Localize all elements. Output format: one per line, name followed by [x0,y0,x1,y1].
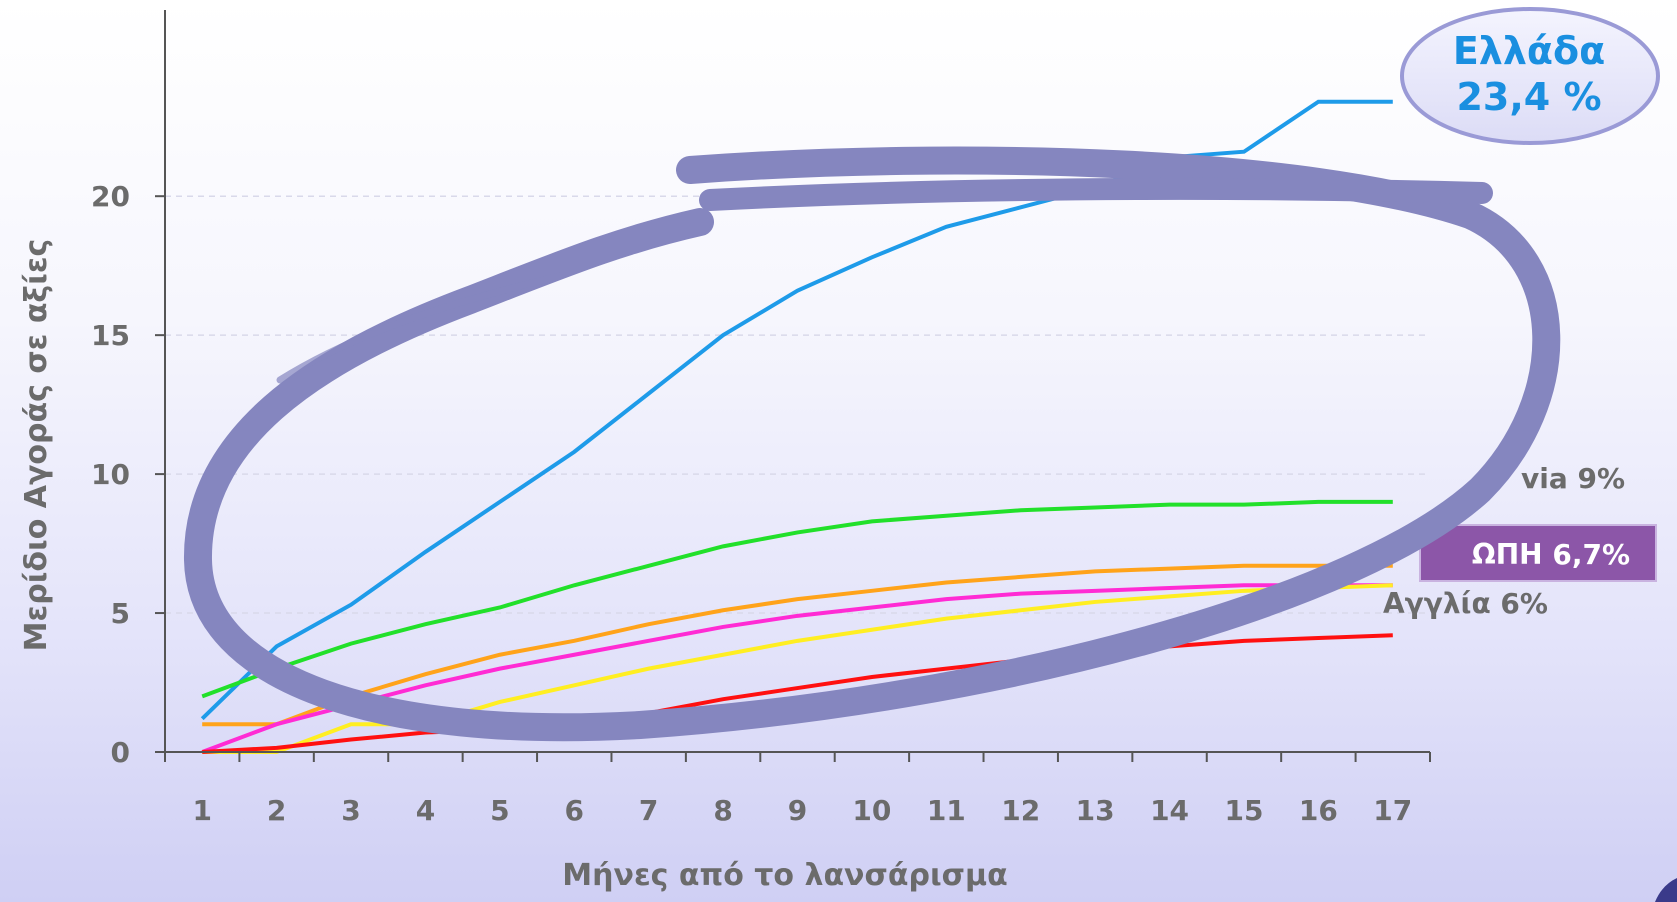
x-tick-label-11: 11 [927,794,966,827]
greece-callout-line1: Ελλάδα [1453,29,1605,73]
england-label: Αγγλία 6% [1383,587,1548,620]
y-tick-label-20: 20 [91,180,130,213]
x-tick-label-3: 3 [341,794,360,827]
x-tick-label-14: 14 [1150,794,1189,827]
series-lines [200,99,1393,754]
x-tick-label-10: 10 [852,794,891,827]
hand-drawn-circle [183,146,1561,742]
corner-decoration [1655,878,1677,902]
series-line-3 [202,563,1393,727]
x-axis-title: Μήνες από το λανσάρισμα [562,858,1007,893]
x-tick-label-1: 1 [192,794,211,827]
x-tick-label-7: 7 [639,794,658,827]
gridlines [165,195,1430,614]
x-tick-label-8: 8 [713,794,732,827]
europe-label-box [1419,524,1657,582]
y-axis-title: Μερίδιο Αγοράς σε αξίες [19,239,54,652]
europe-label: ΩΠΗ 6,7% [1472,538,1630,571]
greece-callout: Ελλάδα 23,4 % [1400,7,1660,145]
y-tick-label-10: 10 [91,458,130,491]
series-line-6 [202,633,1393,754]
x-tick-label-5: 5 [490,794,509,827]
germany-label: via 9% [1521,462,1625,495]
x-tick-label-15: 15 [1224,794,1263,827]
x-tick-label-9: 9 [788,794,807,827]
y-tick-label-0: 0 [111,736,130,769]
greece-callout-line2: 23,4 % [1456,75,1601,119]
x-tick-label-17: 17 [1373,794,1412,827]
axes [155,10,1431,762]
x-tick-label-13: 13 [1076,794,1115,827]
x-tick-label-12: 12 [1001,794,1040,827]
series-line-2 [201,499,1393,699]
y-tick-label-5: 5 [111,597,130,630]
y-tick-label-15: 15 [91,319,130,352]
x-tick-label-2: 2 [267,794,286,827]
x-tick-label-16: 16 [1299,794,1338,827]
series-line-4 [201,583,1393,754]
greece-callout-bubble [1400,7,1660,145]
x-tick-label-4: 4 [416,794,435,827]
x-tick-label-6: 6 [565,794,584,827]
